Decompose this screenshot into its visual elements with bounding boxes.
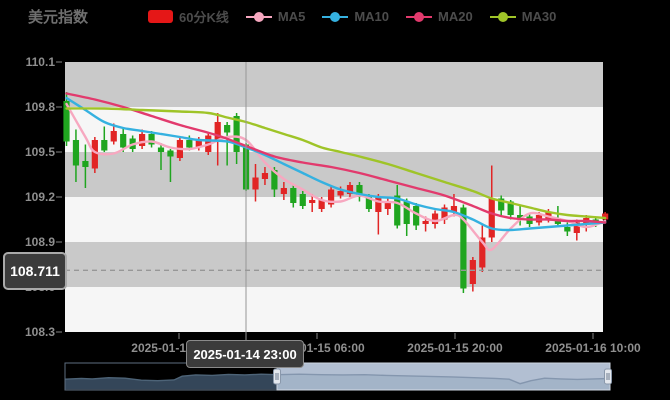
candle[interactable]	[573, 219, 580, 241]
kline-legend-marker-icon	[148, 10, 173, 23]
candle[interactable]	[139, 129, 146, 150]
candle[interactable]	[82, 144, 89, 189]
time-axis-pointer-label: 2025-01-14 23:00	[186, 340, 304, 368]
candle[interactable]	[309, 194, 316, 212]
candle[interactable]	[413, 203, 420, 230]
data-zoom-slider[interactable]	[64, 362, 612, 391]
candle[interactable]	[167, 149, 174, 182]
candle[interactable]	[403, 198, 410, 237]
candle[interactable]	[101, 126, 108, 153]
candle[interactable]	[394, 185, 401, 229]
crosshair	[65, 62, 603, 340]
candle[interactable]	[431, 210, 439, 229]
y-axis-label: 109.8	[24, 100, 55, 114]
ma-line-ma10	[65, 96, 607, 232]
ma20-legend-marker-icon	[406, 10, 432, 23]
candle[interactable]	[224, 122, 231, 166]
price-axis-pointer-label: 108.711	[3, 252, 67, 290]
legend-item-ma20[interactable]: MA20	[406, 9, 473, 24]
plot-background-bands	[65, 62, 603, 332]
y-axis-label: 108.9	[24, 235, 55, 249]
data-zoom-handle-right[interactable]	[604, 368, 612, 385]
candle[interactable]	[280, 182, 287, 200]
y-axis-label: 108.3	[24, 325, 55, 339]
legend-item-ma10[interactable]: MA10	[322, 9, 389, 24]
chart-title: 美元指数	[28, 9, 89, 26]
candle[interactable]	[299, 191, 306, 209]
candle[interactable]	[498, 195, 505, 217]
ma-line-ma30	[65, 107, 607, 220]
candle[interactable]	[290, 185, 297, 208]
candle[interactable]	[91, 137, 98, 173]
candle[interactable]	[261, 167, 269, 185]
x-axis-label: 2025-01-15 20:00	[407, 341, 503, 355]
candle[interactable]	[63, 92, 70, 146]
nav-line-light	[277, 373, 610, 385]
candle[interactable]	[148, 131, 155, 148]
candle[interactable]	[72, 129, 80, 183]
candle[interactable]	[517, 206, 524, 226]
candle[interactable]	[346, 182, 354, 197]
legend-label: MA30	[521, 9, 557, 24]
data-zoom-handle-left[interactable]	[273, 368, 282, 385]
ma10-legend-marker-icon	[322, 10, 349, 23]
legend-item-kline[interactable]: 60分K线	[148, 7, 229, 26]
candle[interactable]	[252, 164, 259, 202]
candle[interactable]	[233, 113, 240, 164]
y-axis-label: 109.5	[24, 145, 55, 159]
legend-label: MA5	[277, 9, 306, 24]
candle[interactable]	[110, 123, 117, 145]
candle[interactable]	[479, 225, 486, 273]
ma-line-ma5	[65, 102, 607, 252]
legend-label: MA10	[354, 9, 389, 24]
x-axis-label: 2025-01-16 10:00	[545, 341, 641, 355]
legend-label: 60分K线	[179, 10, 229, 25]
legend-item-ma5[interactable]: MA5	[245, 9, 306, 24]
candle[interactable]	[469, 257, 476, 292]
ma-line-ma20	[65, 92, 607, 224]
nav-area-dark	[65, 374, 278, 390]
y-axis-label: 110.1	[25, 55, 55, 69]
candle[interactable]	[441, 204, 448, 225]
candle[interactable]	[356, 182, 363, 202]
legend-label: MA20	[438, 9, 473, 24]
ma5-legend-marker-icon	[245, 10, 272, 23]
ma30-legend-marker-icon	[489, 10, 516, 23]
y-axis-label: 109.2	[24, 190, 55, 204]
nav-area-light	[277, 374, 610, 390]
nav-line-dark	[65, 373, 278, 382]
candle[interactable]	[157, 143, 165, 170]
legend: 60分K线 MA5 MA10 MA20 MA30	[148, 7, 556, 26]
candle[interactable]	[328, 186, 335, 208]
candle[interactable]	[384, 197, 391, 215]
legend-item-ma30[interactable]: MA30	[489, 9, 557, 24]
